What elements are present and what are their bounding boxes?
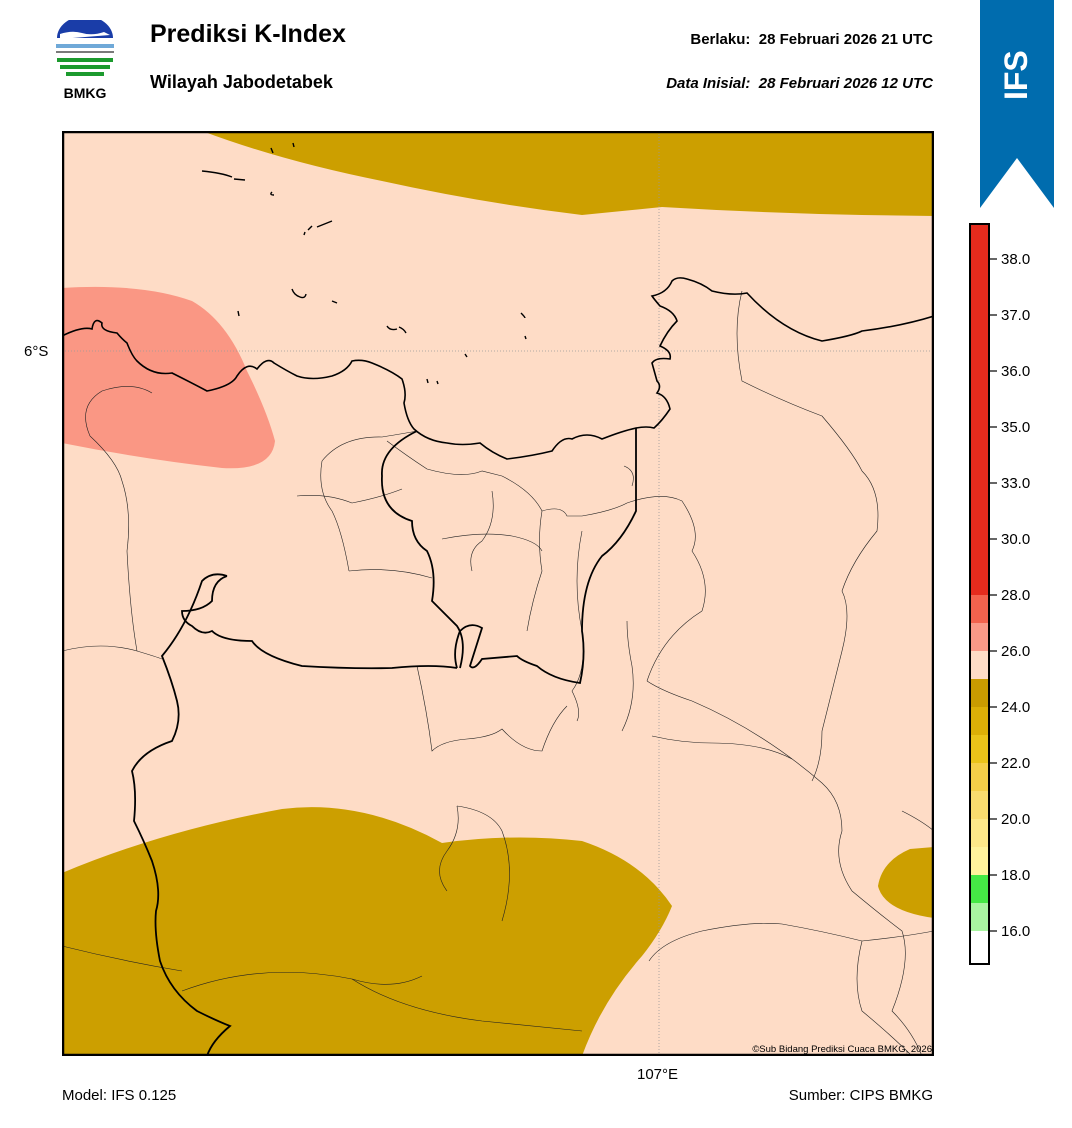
lat-label: 6°S bbox=[24, 343, 49, 360]
colorbar-ticks: 16.0 18.0 20.0 22.0 24.0 26.0 28.0 30.0 33.0 35.0… bbox=[989, 251, 1030, 940]
map-copyright: ©Sub Bidang Prediksi Cuaca BMKG, 2026 bbox=[752, 1044, 932, 1055]
source-label: Sumber: CIPS BMKG bbox=[788, 1087, 933, 1104]
colorbar-segment bbox=[970, 931, 989, 964]
colorbar-tick-label: 37.0 bbox=[1001, 307, 1030, 324]
ribbon-label: IFS bbox=[998, 50, 1034, 100]
map-frame bbox=[62, 131, 934, 1056]
colorbar-segment bbox=[970, 875, 989, 903]
colorbar-tick-label: 20.0 bbox=[1001, 811, 1030, 828]
colorbar-tick-label: 16.0 bbox=[1001, 923, 1030, 940]
colorbar-segment bbox=[970, 763, 989, 791]
logo-text: BMKG bbox=[63, 85, 107, 101]
colorbar-segment bbox=[970, 847, 989, 875]
init-label: Data Inisial: bbox=[666, 75, 751, 92]
k-index-map: ©Sub Bidang Prediksi Cuaca BMKG, 2026 bbox=[62, 131, 934, 1056]
colorbar-segment bbox=[970, 651, 989, 679]
colorbar-segment bbox=[970, 623, 989, 651]
model-label: Model: IFS 0.125 bbox=[62, 1087, 177, 1104]
islands bbox=[201, 142, 527, 385]
colorbar-segment bbox=[970, 595, 989, 623]
colorbar-segment bbox=[970, 791, 989, 819]
colorbar-tick-label: 26.0 bbox=[1001, 643, 1030, 660]
coastline bbox=[62, 277, 934, 460]
colorbar-tick-label: 28.0 bbox=[1001, 587, 1030, 604]
colorbar-segments bbox=[970, 224, 989, 964]
page-title: Prediksi K-Index bbox=[150, 20, 346, 48]
valid-label: Berlaku: bbox=[690, 31, 751, 48]
north-low-band bbox=[202, 131, 934, 216]
east-low-patch bbox=[878, 847, 934, 918]
colorbar-segment bbox=[970, 903, 989, 931]
colorbar-tick-label: 36.0 bbox=[1001, 363, 1030, 380]
colorbar-tick-label: 24.0 bbox=[1001, 699, 1030, 716]
ifs-ribbon bbox=[980, 0, 1054, 208]
lon-label: 107°E bbox=[637, 1066, 679, 1083]
colorbar-tick-label: 30.0 bbox=[1001, 531, 1030, 548]
bmkg-logo-icon bbox=[56, 20, 114, 78]
colorbar-segment bbox=[970, 679, 989, 707]
colorbar-tick-label: 38.0 bbox=[1001, 251, 1030, 268]
init-time: Data Inisial: 28 Februari 2026 12 UTC bbox=[666, 75, 933, 92]
colorbar-frame bbox=[969, 223, 990, 965]
south-low-band bbox=[62, 807, 672, 1056]
init-value: 28 Februari 2026 12 UTC bbox=[758, 75, 933, 92]
colorbar-tick-label: 33.0 bbox=[1001, 475, 1030, 492]
colorbar-segment bbox=[970, 707, 989, 735]
colorbar-tick-label: 22.0 bbox=[1001, 755, 1030, 772]
colorbar-segment bbox=[970, 224, 989, 595]
valid-time: Berlaku: 28 Februari 2026 21 UTC bbox=[690, 31, 933, 48]
colorbar-tick-label: 35.0 bbox=[1001, 419, 1030, 436]
colorbar: 16.0 18.0 20.0 22.0 24.0 26.0 28.0 30.0 33.0 35.0… bbox=[969, 223, 1030, 965]
page-subtitle: Wilayah Jabodetabek bbox=[150, 72, 333, 92]
colorbar-tick-label: 18.0 bbox=[1001, 867, 1030, 884]
province-boundaries bbox=[131, 428, 637, 1056]
valid-value: 28 Februari 2026 21 UTC bbox=[758, 31, 933, 48]
colorbar-segment bbox=[970, 819, 989, 847]
ribbon-label-text: IFS bbox=[998, 50, 1034, 100]
colorbar-segment bbox=[970, 735, 989, 763]
